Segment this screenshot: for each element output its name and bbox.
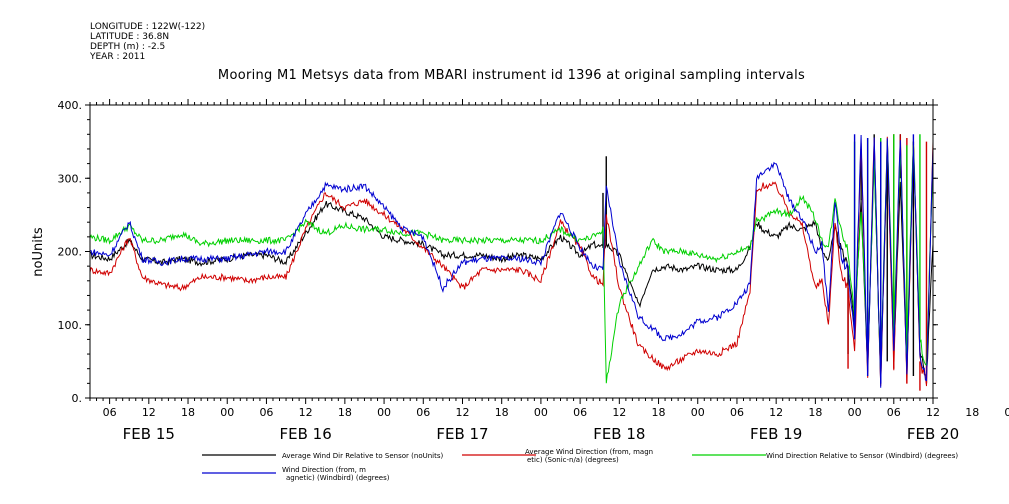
- legend-label: Wind Direction Relative to Sensor (Windb…: [766, 452, 958, 460]
- x-tick-label: 18: [652, 406, 666, 419]
- legend-label: Average Wind Dir Relative to Sensor (noU…: [282, 452, 443, 460]
- legend-label-line: agnetic) (Windbird) (degrees): [286, 474, 390, 482]
- latitude-label: LATITUDE : 36.8N: [90, 32, 170, 42]
- x-tick-label: 12: [142, 406, 156, 419]
- y-tick-label: 200.: [58, 246, 83, 259]
- x-tick-label: 00: [691, 406, 705, 419]
- series-line: [89, 134, 934, 387]
- x-tick-label: 18: [808, 406, 822, 419]
- series-2: [89, 134, 934, 391]
- x-tick-label: 00: [1004, 406, 1009, 419]
- legend-entry-2: Average Wind Direction (from, magn etic) …: [462, 448, 653, 464]
- x-tick-label: 06: [103, 406, 117, 419]
- x-tick-label: 06: [416, 406, 430, 419]
- x-tick-label: 00: [377, 406, 391, 419]
- x-tick-label: 06: [730, 406, 744, 419]
- axes-layer: 0. 100. 200. 300. 400. 06 12 18 00 06 12 18 00 06 12 18…: [58, 99, 1009, 443]
- x-tick-label: 12: [926, 406, 940, 419]
- x-tick-label: 12: [299, 406, 313, 419]
- x-tick-label: 06: [259, 406, 273, 419]
- x-tick-label: 18: [495, 406, 509, 419]
- series-4: [89, 134, 934, 388]
- legend-label: Average Wind Direction (from, magn etic) …: [525, 448, 653, 464]
- longitude-label: LONGITUDE : 122W(-122): [90, 22, 206, 32]
- legend-label-line: Wind Direction (from, m: [282, 466, 366, 474]
- plot-frame: [89, 104, 934, 399]
- series-line: [89, 134, 934, 388]
- x-tick-label: 00: [848, 406, 862, 419]
- x-tick-label: 12: [612, 406, 626, 419]
- series-line: [89, 140, 934, 384]
- series-layer: [89, 134, 934, 391]
- series-line: [90, 141, 934, 385]
- legend-label-line: etic) (Sonic-n/a) (degrees): [527, 456, 619, 464]
- legend: Average Wind Dir Relative to Sensor (noU…: [202, 448, 958, 482]
- chart-title: Mooring M1 Metsys data from MBARI instru…: [217, 68, 806, 83]
- x-day-label: FEB 17: [436, 425, 488, 443]
- legend-label-line: Average Wind Direction (from, magn: [525, 448, 653, 456]
- legend-entry-1: Average Wind Dir Relative to Sensor (noU…: [202, 452, 443, 460]
- y-axis-label: noUnits: [31, 227, 46, 277]
- station-metadata: LONGITUDE : 122W(-122) LATITUDE : 36.8N …: [90, 22, 205, 62]
- x-day-label: FEB 16: [280, 425, 332, 443]
- y-tick-label: 100.: [58, 319, 83, 332]
- legend-entry-3: Wind Direction Relative to Sensor (Windb…: [692, 452, 958, 460]
- x-day-label: FEB 19: [750, 425, 802, 443]
- depth-label: DEPTH (m) : -2.5: [90, 42, 166, 52]
- x-day-label: FEB 20: [907, 425, 959, 443]
- y-tick-label: 0.: [72, 392, 83, 405]
- x-tick-label: 06: [887, 406, 901, 419]
- x-tick-label: 18: [181, 406, 195, 419]
- x-tick-label: 12: [455, 406, 469, 419]
- year-label: YEAR : 2011: [90, 52, 146, 62]
- series-1: [90, 134, 934, 385]
- legend-label: Wind Direction (from, m agnetic) (Windbir…: [282, 466, 390, 482]
- x-tick-label: 06: [573, 406, 587, 419]
- x-tick-label: 12: [769, 406, 783, 419]
- x-tick-label: 00: [220, 406, 234, 419]
- y-tick-label: 300.: [58, 172, 83, 185]
- x-tick-label: 00: [534, 406, 548, 419]
- y-tick-label: 400.: [58, 99, 83, 112]
- legend-entry-4: Wind Direction (from, m agnetic) (Windbir…: [202, 466, 390, 482]
- x-day-label: FEB 15: [123, 425, 175, 443]
- x-day-label: FEB 18: [593, 425, 645, 443]
- x-tick-label: 18: [965, 406, 979, 419]
- x-tick-label: 18: [338, 406, 352, 419]
